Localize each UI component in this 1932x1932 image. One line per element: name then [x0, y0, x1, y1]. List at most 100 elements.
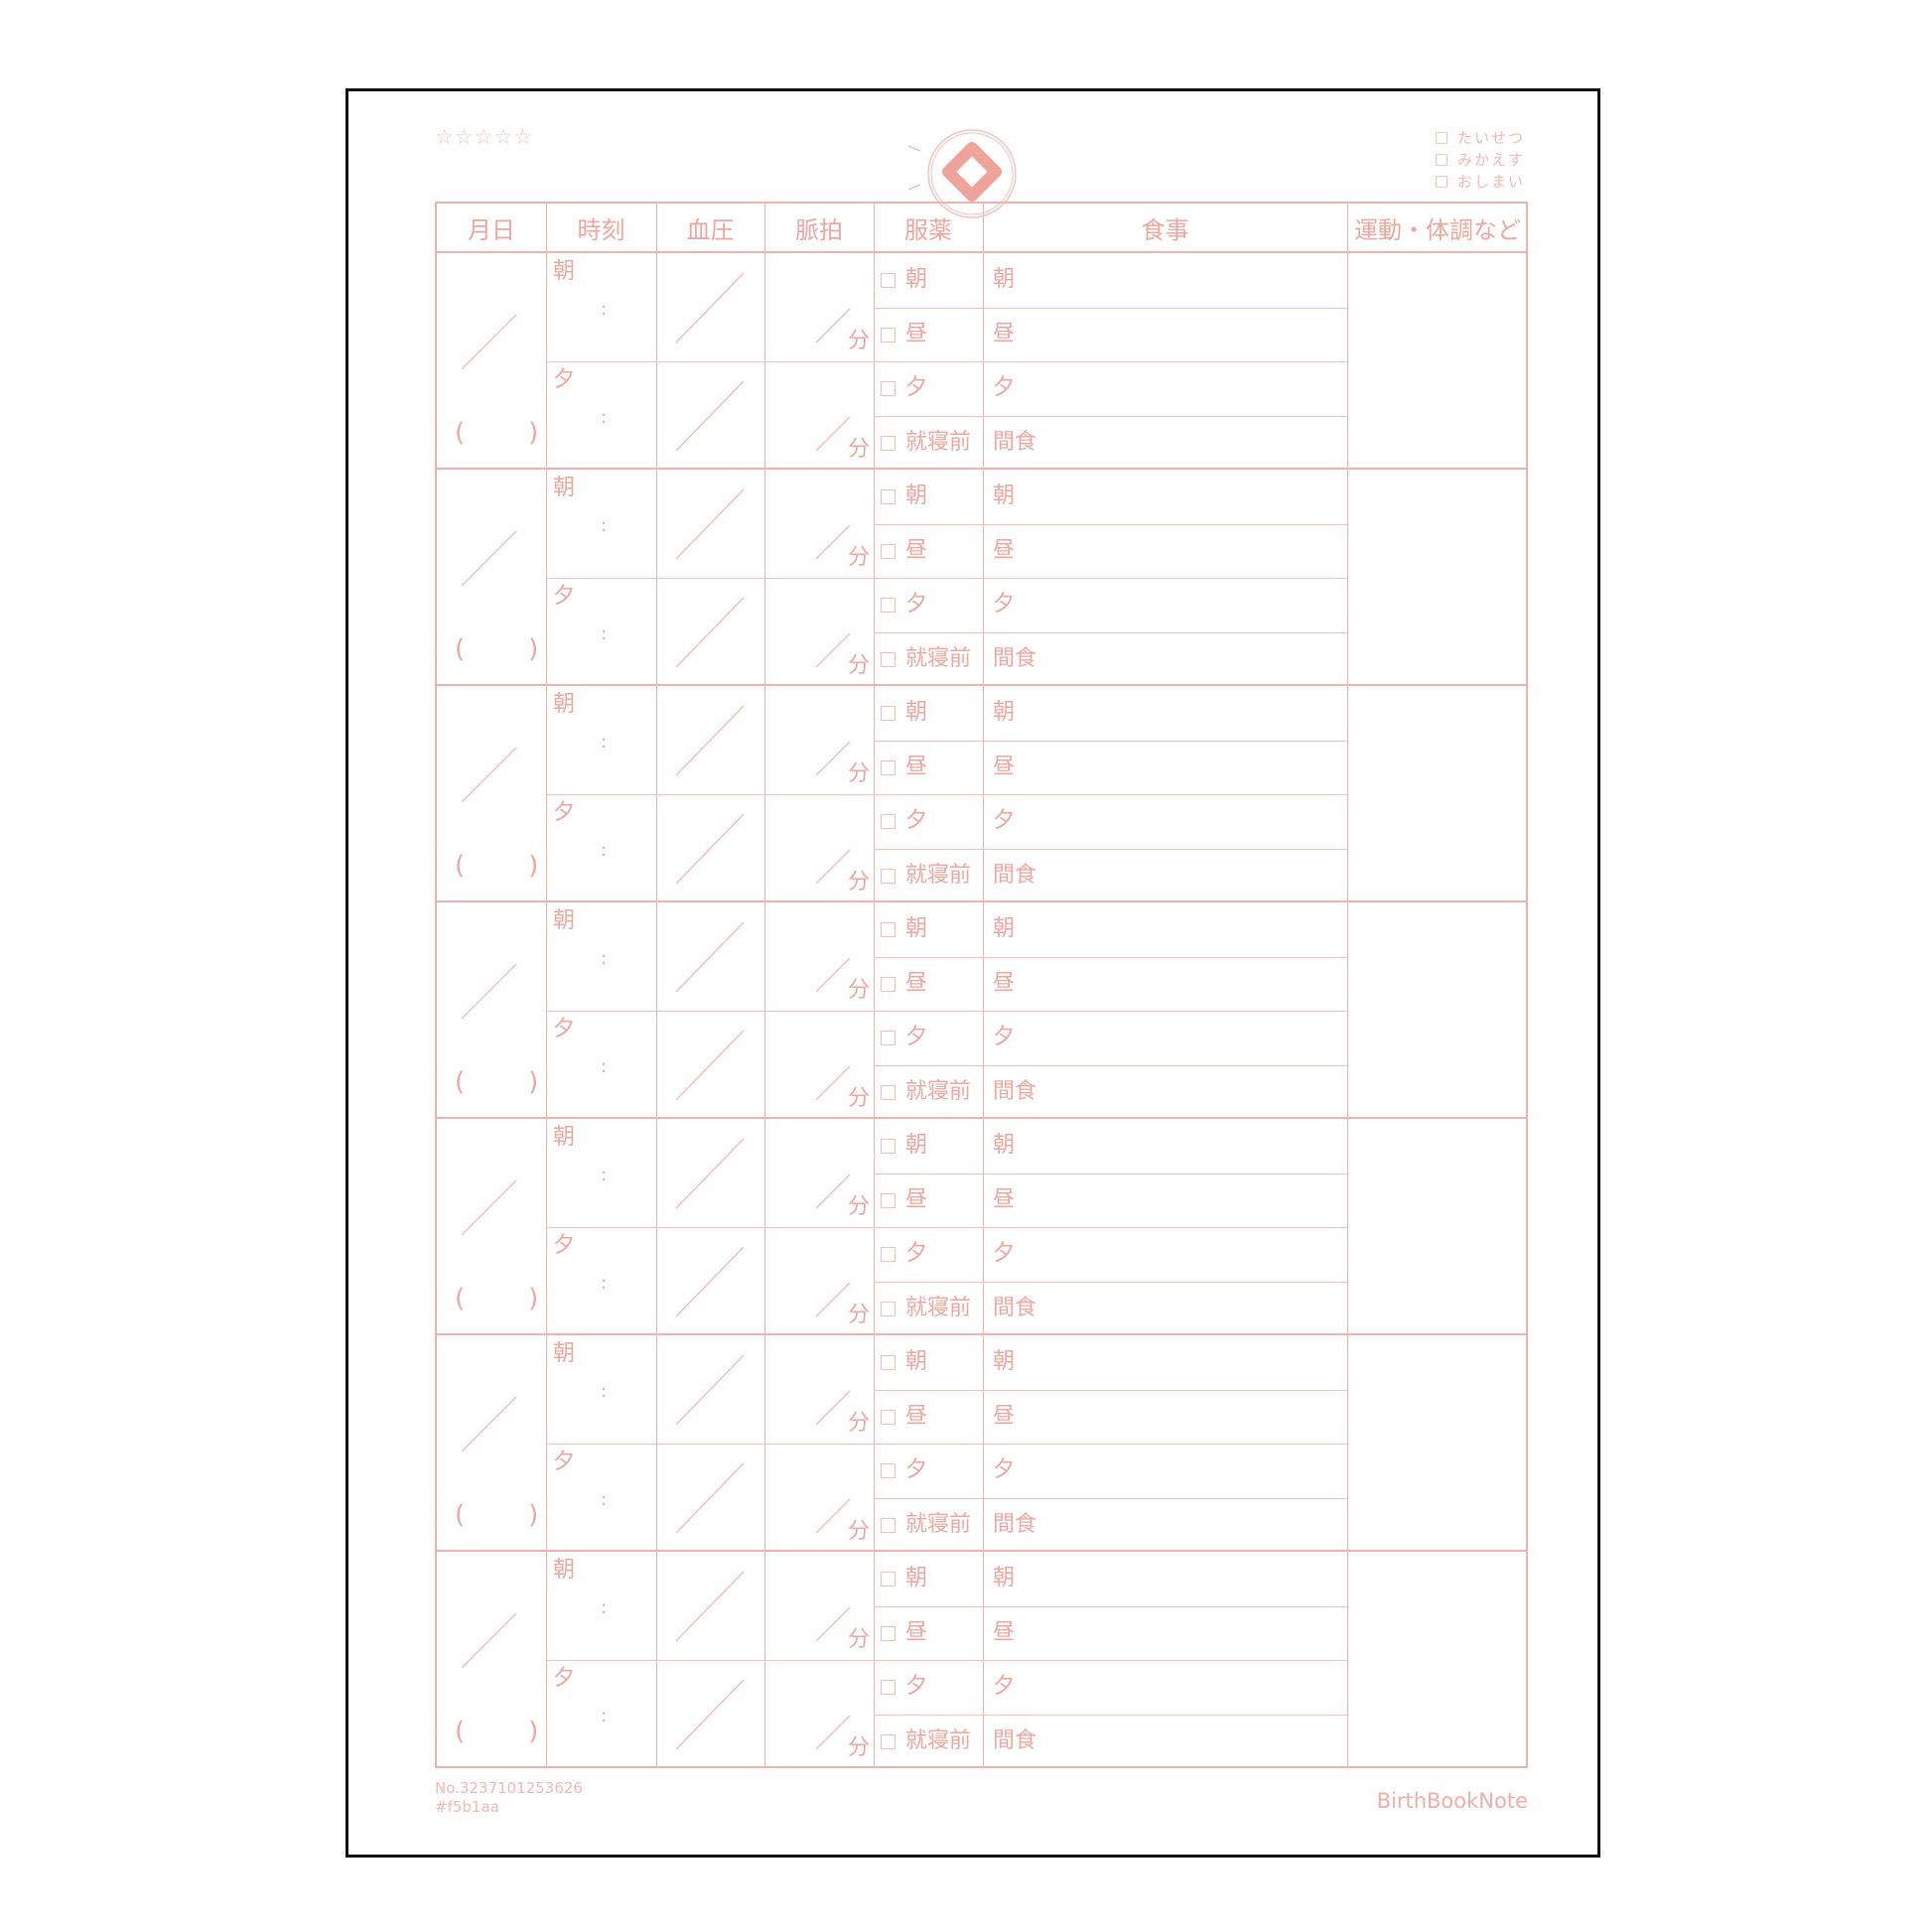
date-slash — [461, 530, 517, 587]
time-colon[interactable]: : — [601, 1056, 608, 1077]
medication-checkbox[interactable] — [881, 1031, 896, 1045]
time-label: 朝 — [553, 908, 576, 933]
weekday-parens[interactable]: ( ) — [455, 1067, 543, 1097]
medication-checkbox[interactable] — [881, 868, 896, 884]
medication-label: 夕 — [905, 1241, 928, 1266]
medication-checkbox[interactable] — [881, 1355, 896, 1370]
medication-checkbox[interactable] — [881, 598, 896, 613]
weekday-parens[interactable]: ( ) — [455, 1717, 543, 1746]
quarter-divider — [874, 794, 1347, 795]
medication-checkbox[interactable] — [881, 1247, 896, 1262]
medication-checkbox[interactable] — [881, 1463, 896, 1478]
health-log-table: 月日 時刻 血圧 脈拍 服薬 食事 運動・体調など( ) 朝: 分夕: 分朝朝昼昼夕夕就寝前 間食(… — [435, 202, 1528, 1768]
weekday-parens[interactable]: ( ) — [455, 634, 543, 664]
block-divider — [437, 900, 1528, 902]
medication-label: 朝 — [905, 483, 928, 508]
medication-checkbox[interactable] — [881, 1572, 896, 1587]
medication-checkbox[interactable] — [881, 814, 896, 829]
checklist-item[interactable]: おしまい — [1436, 171, 1525, 193]
meal-label: 朝 — [993, 1566, 1016, 1590]
pulse-slash — [815, 524, 851, 560]
meal-label: 夕 — [993, 1025, 1016, 1049]
medication-checkbox[interactable] — [881, 1301, 896, 1316]
medication-checkbox[interactable] — [881, 1139, 896, 1154]
checklist-label: みかえす — [1457, 151, 1526, 169]
medication-label: 朝 — [905, 1349, 928, 1374]
time-colon[interactable]: : — [601, 1165, 608, 1185]
medication-checkbox[interactable] — [881, 651, 896, 667]
medication-checkbox[interactable] — [881, 759, 896, 775]
weekday-parens[interactable]: ( ) — [455, 851, 543, 881]
medication-checkbox[interactable] — [881, 1084, 896, 1100]
time-colon[interactable]: : — [601, 1597, 608, 1618]
date-slash — [461, 1612, 517, 1669]
half-divider — [546, 794, 874, 795]
meal-label: 間食 — [993, 1727, 1037, 1753]
half-divider — [546, 1444, 874, 1445]
weekday-parens[interactable]: ( ) — [455, 1500, 543, 1530]
rating-stars[interactable]: ☆☆☆☆☆ — [435, 125, 534, 149]
medication-label: 朝 — [905, 1133, 928, 1158]
medication-checkbox[interactable] — [881, 922, 896, 937]
brand-name: BirthBookNote — [1376, 1789, 1528, 1813]
column-divider — [983, 204, 984, 1768]
time-colon[interactable]: : — [601, 299, 608, 320]
date-slash — [461, 1179, 517, 1236]
meal-label: 夕 — [993, 1674, 1016, 1699]
time-colon[interactable]: : — [601, 1381, 608, 1402]
medication-checkbox[interactable] — [881, 543, 896, 559]
checklist-item[interactable]: みかえす — [1436, 149, 1525, 171]
medication-checkbox[interactable] — [881, 1409, 896, 1425]
checkbox[interactable] — [1436, 154, 1448, 166]
blood-pressure-slash — [675, 1679, 745, 1750]
weekday-parens[interactable]: ( ) — [455, 418, 543, 448]
medication-checkbox[interactable] — [881, 381, 896, 396]
quarter-divider — [874, 1227, 1347, 1228]
meal-label: 夕 — [993, 1457, 1016, 1482]
medication-checkbox[interactable] — [881, 1680, 896, 1695]
medication-checkbox[interactable] — [881, 976, 896, 992]
medication-checkbox[interactable] — [881, 435, 896, 451]
pulse-slash — [815, 1390, 851, 1426]
blood-pressure-slash — [675, 597, 745, 668]
date-slash — [461, 747, 517, 803]
weekday-parens[interactable]: ( ) — [455, 1284, 543, 1313]
medication-checkbox[interactable] — [881, 1733, 896, 1749]
medication-checkbox[interactable] — [881, 489, 896, 504]
meal-label: 間食 — [993, 1295, 1037, 1320]
time-colon[interactable]: : — [601, 732, 608, 753]
meal-label: 昼 — [993, 1403, 1016, 1429]
block-divider — [437, 1117, 1528, 1119]
checkbox[interactable] — [1436, 176, 1448, 188]
medication-label: 昼 — [905, 321, 928, 346]
medication-label: 昼 — [905, 1619, 928, 1645]
time-colon[interactable]: : — [601, 515, 608, 536]
medication-checkbox[interactable] — [881, 706, 896, 721]
medication-label: 朝 — [905, 1566, 928, 1590]
medication-checkbox[interactable] — [881, 327, 896, 343]
medication-checkbox[interactable] — [881, 1192, 896, 1208]
time-colon[interactable]: : — [601, 948, 608, 969]
medication-checkbox[interactable] — [881, 1517, 896, 1533]
pulse-unit: 分 — [848, 1086, 871, 1111]
time-colon[interactable]: : — [601, 623, 608, 644]
pulse-slash — [815, 308, 851, 344]
quarter-divider — [874, 1714, 1347, 1716]
checklist-item[interactable]: たいせつ — [1436, 127, 1525, 149]
time-colon[interactable]: : — [601, 1489, 608, 1510]
medication-checkbox[interactable] — [881, 273, 896, 288]
meal-label: 朝 — [993, 483, 1016, 508]
blood-pressure-slash — [675, 921, 745, 993]
blood-pressure-slash — [675, 380, 745, 452]
medication-checkbox[interactable] — [881, 1625, 896, 1641]
time-colon[interactable]: : — [601, 840, 608, 861]
quarter-divider — [874, 1281, 1347, 1283]
blood-pressure-slash — [675, 1571, 745, 1642]
time-colon[interactable]: : — [601, 1706, 608, 1726]
checkbox[interactable] — [1436, 132, 1448, 144]
time-colon[interactable]: : — [601, 1273, 608, 1294]
time-colon[interactable]: : — [601, 407, 608, 428]
quarter-divider — [874, 1660, 1347, 1661]
date-slash — [461, 963, 517, 1020]
time-label: 夕 — [553, 1017, 576, 1041]
